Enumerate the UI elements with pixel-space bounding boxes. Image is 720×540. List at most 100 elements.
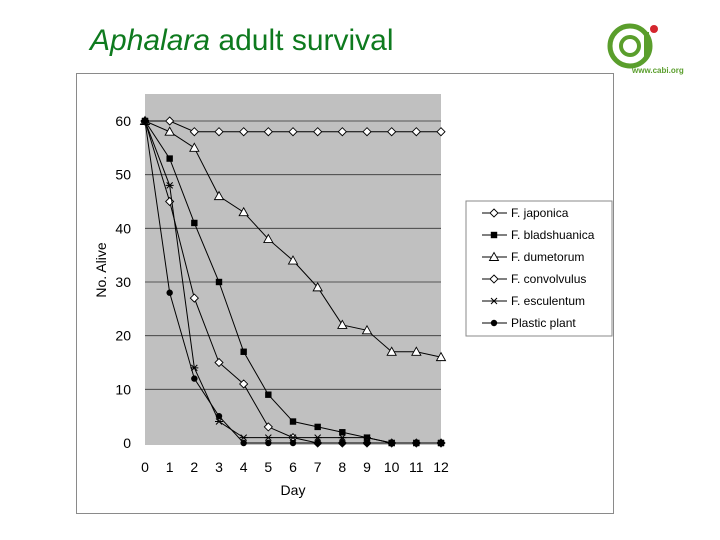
x-tick-label: 7: [314, 459, 322, 475]
y-tick-label: 10: [115, 381, 131, 397]
data-point: [289, 434, 297, 441]
y-tick-label: 40: [115, 220, 131, 236]
x-tick-label: 11: [409, 459, 424, 475]
legend-entry: F. japonica: [511, 206, 569, 220]
data-point: [313, 127, 323, 137]
legend-marker: [490, 231, 498, 239]
data-point: [338, 434, 347, 441]
x-tick-label: 8: [338, 459, 346, 475]
data-point: [165, 182, 174, 189]
data-point: [436, 127, 446, 137]
data-point: [289, 418, 297, 425]
data-point: [265, 439, 272, 447]
data-point: [314, 439, 321, 447]
legend-marker: [490, 297, 498, 305]
y-tick-label: 0: [123, 435, 131, 451]
data-point: [337, 127, 347, 137]
plot-background: [145, 94, 441, 445]
data-point: [387, 127, 397, 137]
data-point: [240, 439, 247, 447]
x-tick-label: 0: [141, 459, 149, 475]
data-point: [288, 127, 298, 137]
data-point: [166, 155, 173, 162]
data-point: [191, 219, 198, 227]
data-point: [214, 357, 224, 368]
x-tick-label: 5: [264, 459, 272, 475]
data-point: [239, 379, 249, 389]
data-point: [214, 127, 224, 137]
data-point: [263, 422, 273, 432]
x-tick-label: 6: [289, 459, 297, 475]
data-point: [238, 206, 249, 217]
logo-ring-inner: [619, 35, 641, 57]
data-point: [339, 439, 346, 447]
legend-entry: F. esculentum: [511, 294, 585, 308]
legend-entry: F. bladshuanica: [511, 228, 595, 242]
x-tick-label: 3: [215, 459, 223, 475]
data-point: [362, 127, 372, 137]
data-point: [189, 142, 200, 152]
data-point: [189, 127, 199, 137]
data-point: [215, 278, 223, 286]
legend-marker: [489, 208, 499, 218]
data-point: [166, 289, 173, 296]
x-tick-label: 12: [433, 459, 449, 475]
data-point: [165, 116, 175, 126]
slide-title-italic: Aphalara: [90, 24, 211, 57]
legend-marker: [490, 319, 498, 327]
data-point: [164, 126, 175, 136]
data-point: [337, 319, 348, 329]
data-point: [213, 190, 225, 201]
data-point: [312, 281, 323, 292]
data-point: [239, 434, 248, 441]
data-point: [263, 233, 274, 244]
cabi-logo-icon: [607, 23, 658, 69]
data-point: [411, 127, 421, 137]
data-point: [413, 439, 420, 447]
legend-entry: F. dumetorum: [511, 250, 584, 264]
x-tick-label: 2: [190, 459, 198, 475]
logo-url: www.cabi.org: [632, 66, 684, 75]
data-point: [363, 434, 371, 441]
data-point: [265, 391, 272, 398]
x-tick-label: 10: [384, 459, 400, 475]
legend-entry: F. convolvulus: [511, 272, 586, 286]
y-tick-label: 50: [115, 167, 131, 183]
data-point: [287, 255, 299, 265]
data-point: [263, 127, 273, 137]
x-tick-label: 1: [166, 459, 174, 475]
data-point: [411, 346, 422, 356]
legend-marker: [488, 251, 500, 261]
data-point: [289, 439, 297, 447]
logo-dot: [650, 25, 658, 33]
data-point: [313, 434, 322, 441]
data-point: [240, 348, 247, 355]
y-axis-label: No. Alive: [93, 242, 109, 297]
data-point: [386, 346, 397, 356]
data-point: [215, 418, 223, 425]
logo-ring: [607, 23, 653, 69]
data-point: [361, 324, 373, 335]
data-point: [239, 127, 249, 137]
legend-box: [465, 200, 613, 337]
data-point: [339, 429, 346, 436]
data-point: [264, 434, 273, 441]
y-tick-label: 30: [115, 274, 131, 290]
slide-title: Aphalara adult survival: [90, 24, 394, 58]
data-point: [191, 375, 198, 382]
data-point: [314, 423, 321, 431]
data-point: [189, 293, 199, 303]
slide-title-rest: adult survival: [210, 24, 394, 57]
y-tick-label: 60: [115, 113, 131, 129]
x-axis-label: Day: [281, 482, 306, 498]
legend-marker: [489, 274, 499, 284]
data-point: [435, 351, 447, 362]
x-tick-label: 9: [363, 459, 371, 475]
legend-entry: Plastic plant: [511, 316, 576, 330]
y-tick-label: 20: [115, 328, 131, 344]
x-tick-label: 4: [240, 459, 248, 475]
data-point: [215, 412, 223, 420]
data-point: [388, 439, 395, 447]
